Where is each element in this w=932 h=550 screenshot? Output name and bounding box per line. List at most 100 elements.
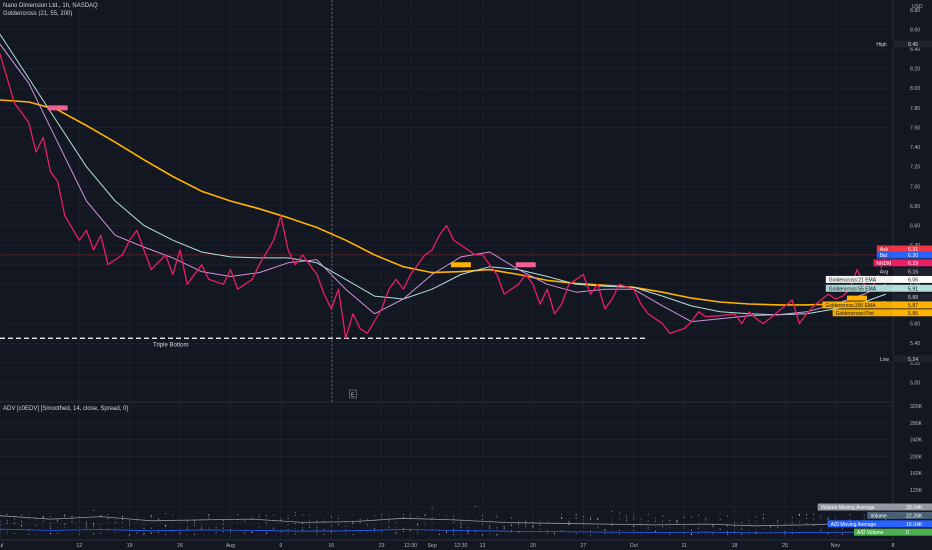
volume-dot	[28, 518, 30, 520]
price-label-name: Goldencross:21 EMA	[829, 277, 877, 283]
volume-dot	[546, 532, 548, 534]
time-tick-label: 12	[76, 543, 82, 549]
volume-dot	[93, 523, 95, 525]
volume-dot	[78, 515, 80, 517]
volume-dot	[489, 517, 491, 519]
volume-dot	[359, 522, 361, 524]
volume-dot	[330, 516, 332, 518]
volume-dot	[568, 532, 570, 534]
volume-dot	[78, 533, 80, 535]
volume-dot	[352, 514, 354, 516]
volume-dot	[784, 530, 786, 532]
crossover-marker[interactable]	[515, 262, 536, 268]
time-tick-label: 13	[480, 543, 486, 549]
volume-dot	[791, 522, 793, 524]
volume-dot	[64, 515, 66, 517]
price-label-name-bg	[876, 251, 893, 259]
volume-dot	[265, 523, 267, 525]
volume-dot	[143, 533, 145, 535]
volume-dot	[49, 526, 51, 528]
volume-dot	[381, 517, 383, 519]
volume-dot	[474, 506, 476, 508]
volume-dot	[309, 524, 311, 526]
volume-dot	[186, 533, 188, 535]
volume-dot	[215, 526, 217, 528]
price-tick-label: 6.60	[910, 224, 920, 230]
volume-dot	[834, 517, 836, 519]
volume-dot	[806, 514, 808, 516]
volume-dot	[323, 519, 325, 521]
adv-legend[interactable]: ADV [c0EDV] [Smoothed, 14, close, Spread…	[3, 406, 129, 412]
crossover-markers[interactable]	[47, 105, 867, 301]
volume-dot	[381, 513, 383, 515]
volume-dot	[734, 510, 736, 512]
volume-dot	[287, 517, 289, 519]
volume-dot	[294, 527, 296, 529]
volume-dot	[244, 533, 246, 535]
volume-dot	[618, 532, 620, 534]
symbol-legend[interactable]: Nano Dimension Ltd., 1h, NASDAQ	[3, 3, 98, 9]
volume-dot	[388, 515, 390, 517]
crossover-marker[interactable]	[450, 262, 471, 268]
crossover-marker[interactable]	[846, 295, 867, 301]
volume-dot	[402, 516, 404, 518]
price-line[interactable]	[0, 53, 887, 339]
price-label-value-bg	[893, 301, 932, 309]
volume-dot	[229, 530, 231, 532]
volume-dot	[294, 512, 296, 514]
price-label-value-bg	[893, 275, 932, 283]
volume-dot	[431, 517, 433, 519]
ma200-line[interactable]	[0, 99, 886, 306]
ma55-line[interactable]	[0, 34, 886, 316]
volume-dot	[35, 524, 37, 526]
volume-dot	[49, 528, 51, 530]
ad_ma-line[interactable]	[0, 528, 886, 534]
volume-dot	[654, 530, 656, 532]
event-marker[interactable]	[349, 389, 357, 399]
volume-dot	[201, 526, 203, 528]
volume-dot	[107, 519, 109, 521]
volume-dot	[237, 514, 239, 516]
volume-dot	[791, 533, 793, 535]
volume-dot	[100, 514, 102, 516]
volume-dot	[330, 517, 332, 519]
volume-dot	[388, 520, 390, 522]
volume-dot	[762, 528, 764, 530]
volume-dot	[0, 532, 1, 534]
volume-dot	[654, 520, 656, 522]
volume-label-name-bg	[827, 520, 893, 528]
volume-dot	[669, 519, 671, 521]
volume-dot	[71, 532, 73, 534]
volume-dot	[618, 519, 620, 521]
volume-dot	[834, 527, 836, 529]
volume-dot	[424, 524, 426, 526]
price-tick-label: 7.60	[910, 125, 920, 131]
volume-dot	[525, 525, 527, 527]
volume-dot	[0, 520, 1, 522]
time-axis[interactable]: Jul 12 19 26 Aug 9 16 23 12:30 Sep 12:30 13 20 27 Oct 1…	[0, 543, 895, 549]
price-series-layer[interactable]	[0, 34, 887, 339]
volume-dot	[719, 518, 721, 520]
volume-dot	[611, 522, 613, 524]
volume-dot	[424, 522, 426, 524]
ma21-line[interactable]	[0, 43, 887, 323]
price-label-name-bg	[822, 301, 893, 309]
volume-dot	[590, 517, 592, 519]
volume-dot	[676, 521, 678, 523]
crossover-marker[interactable]	[47, 105, 68, 111]
indicator-legend[interactable]: Goldencross (21, 55, 200)	[3, 11, 73, 17]
volume-dot	[647, 519, 649, 521]
time-tick-label: 16	[328, 543, 334, 549]
price-label-name-bg	[873, 259, 893, 267]
volume_ma-line[interactable]	[0, 515, 886, 527]
volume-dot	[21, 525, 23, 527]
price-label-name-bg	[876, 355, 893, 363]
volume-dot	[762, 513, 764, 515]
volume-dot	[503, 526, 505, 528]
volume-dot	[42, 515, 44, 517]
volume-tick-label: 200K	[910, 454, 923, 460]
volume-dot	[647, 528, 649, 530]
volume-dot	[546, 519, 548, 521]
volume-dot	[554, 533, 556, 535]
